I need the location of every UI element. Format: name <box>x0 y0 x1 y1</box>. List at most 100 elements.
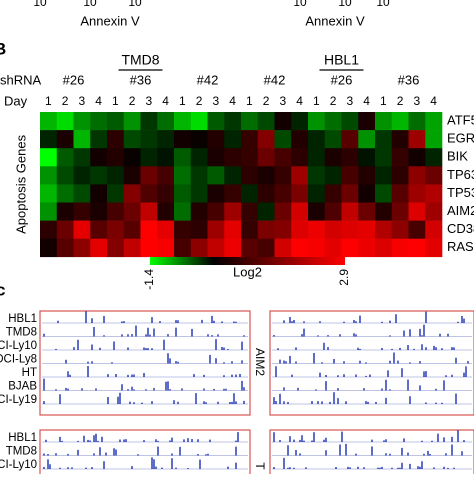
heatmap-cell <box>274 166 292 185</box>
heatmap-cell <box>73 202 91 221</box>
heatmap-cell <box>324 238 342 258</box>
heatmap-cell <box>174 238 192 258</box>
heatmap-cell <box>224 184 242 203</box>
heatmap-cell <box>123 130 141 149</box>
heatmap-cell <box>358 148 376 167</box>
heatmap-cell <box>40 130 58 149</box>
heatmap-cell <box>123 202 141 221</box>
heatmap-cell <box>274 202 292 221</box>
axis-label: Annexin V <box>305 13 365 28</box>
heatmap-cell <box>291 202 309 221</box>
heatmap-cell <box>308 148 326 167</box>
sample-label: HT <box>22 367 37 379</box>
sample-label: BJAB <box>8 381 37 393</box>
gene-label: TP53INP <box>447 185 474 200</box>
heatmap-cell <box>174 166 192 185</box>
track-signal <box>275 366 467 377</box>
heatmap-cell <box>40 166 58 185</box>
sample-label: TMD8 <box>6 446 37 458</box>
heatmap-cell <box>341 238 359 258</box>
heatmap-cell <box>341 220 359 239</box>
heatmap-cell <box>190 130 208 149</box>
colorbar-tick-label: -1.4 <box>142 269 156 290</box>
heatmap-cell <box>241 148 259 167</box>
sample-label: TMD8 <box>6 327 37 339</box>
colorbar-label: Log2 <box>233 264 262 279</box>
heatmap-cell <box>274 148 292 167</box>
sample-label: CI-Ly10 <box>0 340 37 352</box>
y-axis-label: Apoptosis Genes <box>13 134 28 234</box>
heatmap-cell <box>56 220 74 239</box>
heatmap-cell <box>207 130 225 149</box>
heatmap-cell <box>408 202 426 221</box>
heatmap-cell <box>274 220 292 239</box>
heatmap-cell <box>391 166 409 185</box>
heatmap-cell <box>241 184 259 203</box>
day-label: 3 <box>213 94 220 108</box>
day-label: 4 <box>430 94 437 108</box>
heatmap-cell <box>140 202 158 221</box>
heatmap-cell <box>140 130 158 149</box>
heatmap-cell <box>257 238 275 258</box>
day-label: 2 <box>330 94 337 108</box>
heatmap-cell <box>425 166 443 185</box>
heatmap-cell <box>123 220 141 239</box>
track-signal <box>279 352 469 364</box>
heatmap-cell <box>391 220 409 239</box>
heatmap-cell <box>308 238 326 258</box>
heatmap-cell <box>157 166 175 185</box>
sample-label: CI-Ly19 <box>0 394 37 406</box>
heatmap-cell <box>291 148 309 167</box>
heatmap-cell <box>308 220 326 239</box>
heatmap-cell <box>190 148 208 167</box>
heatmap-cell <box>207 184 225 203</box>
heatmap-cell <box>73 148 91 167</box>
heatmap-cell <box>56 130 74 149</box>
day-label: 4 <box>229 94 236 108</box>
axis-tick-label: 10 <box>33 0 47 9</box>
heatmap-cell <box>274 238 292 258</box>
day-label: 4 <box>95 94 102 108</box>
gene-label: BIK <box>447 149 468 164</box>
sample-label: DCI-Ly8 <box>0 354 37 366</box>
heatmap-cell <box>391 130 409 149</box>
heatmap-cell <box>358 202 376 221</box>
axis-tick-label: 10 <box>376 0 390 9</box>
track-signal <box>43 446 237 456</box>
heatmap-cell <box>341 166 359 185</box>
track-signal <box>287 443 463 456</box>
heatmap-cell <box>40 220 58 239</box>
day-label: 1 <box>313 94 320 108</box>
day-label: 2 <box>397 94 404 108</box>
heatmap-cell <box>425 238 443 258</box>
heatmap-cell <box>157 238 175 258</box>
track-signal <box>43 392 245 404</box>
heatmap-cell <box>408 112 426 131</box>
heatmap-cell <box>207 220 225 239</box>
heatmap-cell <box>140 148 158 167</box>
heatmap-cell <box>324 166 342 185</box>
heatmap-cell <box>56 166 74 185</box>
heatmap-cell <box>257 112 275 131</box>
heatmap-cell <box>123 184 141 203</box>
heatmap-cell <box>174 202 192 221</box>
heatmap-cell <box>123 238 141 258</box>
heatmap-cell <box>174 220 192 239</box>
heatmap-cell <box>324 112 342 131</box>
heatmap-cell <box>241 166 259 185</box>
day-label: 1 <box>112 94 119 108</box>
heatmap-cell <box>90 148 108 167</box>
gene-label: RASSF6 <box>447 239 474 254</box>
cell-line-label: TMD8 <box>121 52 159 68</box>
heatmap-cell <box>140 112 158 131</box>
track-signal <box>57 311 237 323</box>
heatmap-cell <box>174 112 192 131</box>
heatmap-cell <box>90 184 108 203</box>
day-label: 2 <box>196 94 203 108</box>
heatmap-cell <box>40 238 58 258</box>
gene-label: ATF5 <box>447 112 474 127</box>
heatmap-cell <box>40 202 58 221</box>
day-label: 4 <box>162 94 169 108</box>
track-signal <box>273 430 465 442</box>
